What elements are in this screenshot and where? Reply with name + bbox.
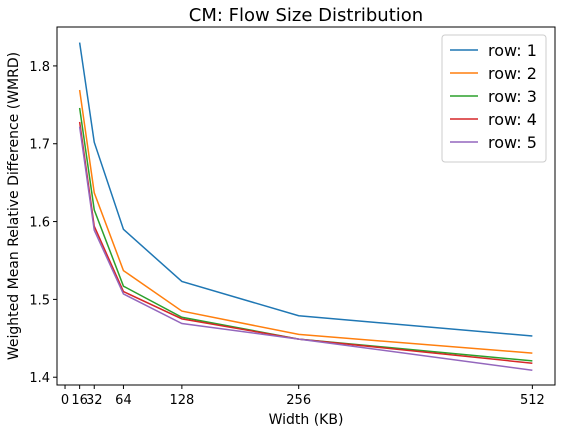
series-line <box>78 42 533 337</box>
legend-box <box>441 34 547 163</box>
y-axis-label: Weighted Mean Relative Difference (WMRD) <box>6 52 22 360</box>
plot-frame <box>56 26 556 386</box>
x-tick-label: 32 <box>86 393 103 408</box>
x-tick-label: 0 <box>61 393 69 408</box>
x-tick-label: 512 <box>520 393 545 408</box>
x-tick-label: 16 <box>71 393 88 408</box>
series-line <box>78 89 533 354</box>
legend-label: row: 1 <box>488 41 537 60</box>
y-tick-label: 1.6 <box>29 216 50 231</box>
legend-label: row: 4 <box>488 110 537 129</box>
y-tick-label: 1.8 <box>29 60 50 75</box>
series-line <box>78 126 533 371</box>
legend-label: row: 5 <box>488 133 537 152</box>
legend-label: row: 2 <box>488 64 537 83</box>
x-tick-label: 256 <box>286 393 311 408</box>
y-tick-label: 1.5 <box>29 293 50 308</box>
x-tick-label: 64 <box>115 393 132 408</box>
y-tick-label: 1.4 <box>29 371 50 386</box>
y-tick-label: 1.7 <box>29 138 50 153</box>
chart-title: CM: Flow Size Distribution <box>189 5 423 26</box>
legend-label: row: 3 <box>488 87 537 106</box>
x-tick-label: 128 <box>169 393 194 408</box>
x-axis-label: Width (KB) <box>269 412 344 428</box>
